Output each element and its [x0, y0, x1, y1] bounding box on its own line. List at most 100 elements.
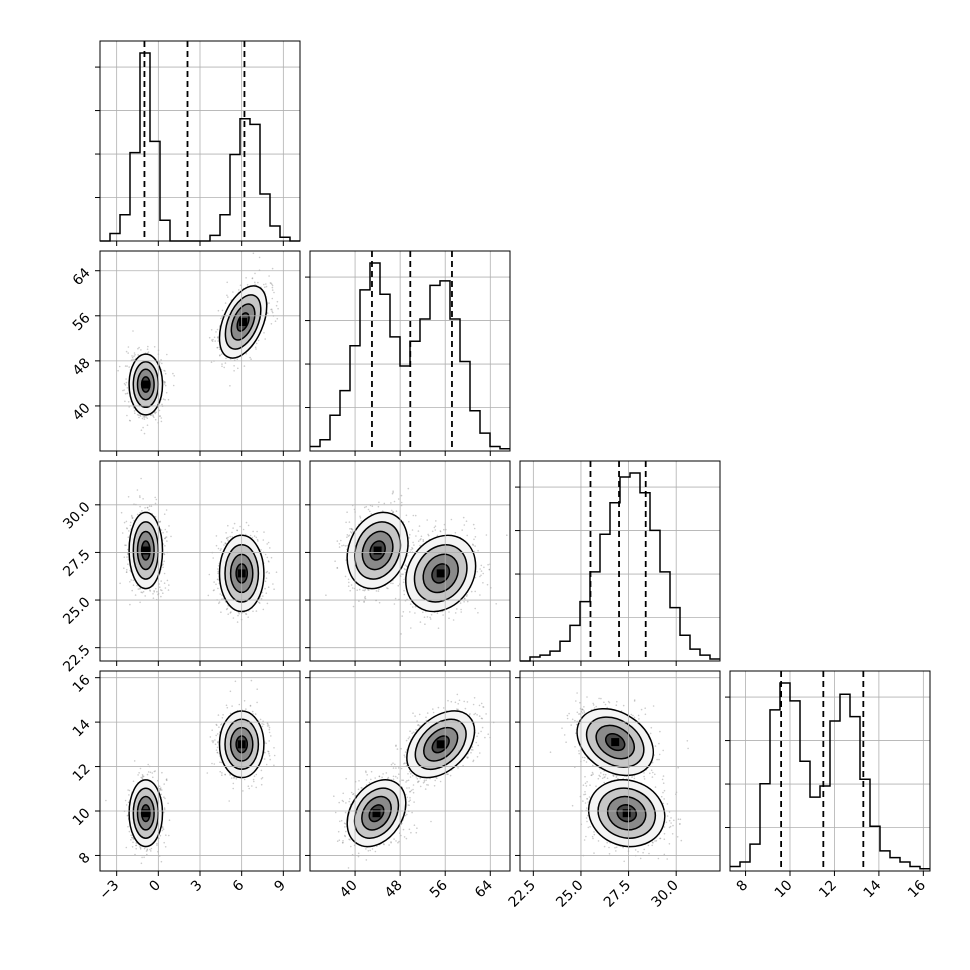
scatter-point [152, 414, 154, 416]
scatter-point [404, 564, 407, 566]
scatter-point [419, 539, 421, 541]
scatter-point [257, 339, 260, 342]
scatter-point [212, 338, 214, 341]
scatter-point [220, 611, 222, 613]
scatter-point [218, 348, 221, 351]
scatter-point [364, 595, 367, 598]
scatter-point [146, 424, 149, 427]
scatter-point [474, 607, 477, 610]
scatter-point [124, 384, 127, 386]
scatter-point [149, 590, 151, 592]
scatter-point [254, 346, 257, 349]
scatter-point [165, 391, 168, 394]
scatter-point [159, 415, 161, 418]
scatter-point [363, 506, 366, 509]
scatter-point [217, 565, 220, 567]
scatter-point [412, 606, 414, 608]
scatter-point [156, 590, 158, 593]
scatter-point [244, 533, 247, 536]
scatter-point [271, 284, 274, 287]
scatter-point [275, 304, 278, 307]
scatter-point [272, 583, 274, 585]
scatter-point [140, 429, 143, 432]
scatter-point [479, 568, 481, 570]
scatter-point [344, 575, 347, 578]
scatter-point [129, 521, 132, 524]
scatter-point [212, 589, 215, 592]
scatter-point [436, 612, 439, 614]
scatter-point [258, 601, 260, 604]
scatter-point [128, 419, 131, 422]
scatter-point [145, 416, 148, 418]
scatter-point [139, 415, 142, 417]
scatter-point [224, 542, 227, 544]
scatter-point [476, 570, 478, 573]
scatter-point [363, 589, 366, 592]
scatter-point [132, 330, 134, 332]
scatter-point [358, 588, 361, 591]
scatter-point [217, 578, 219, 580]
scatter-point [270, 323, 273, 325]
scatter-point [142, 416, 145, 418]
scatter-point [263, 332, 265, 334]
scatter-point [359, 517, 362, 519]
scatter-point [139, 588, 141, 590]
scatter-point [263, 283, 265, 286]
scatter-point [413, 544, 415, 546]
scatter-point [215, 535, 218, 537]
scatter-point [128, 366, 130, 368]
scatter-point [255, 348, 257, 350]
scatter-point [142, 498, 144, 500]
scatter-point [133, 410, 136, 412]
scatter-point [246, 284, 249, 286]
scatter-point [336, 567, 339, 569]
scatter-point [238, 289, 240, 291]
scatter-point [164, 545, 166, 547]
scatter-point [245, 277, 247, 279]
scatter-point [222, 598, 225, 600]
scatter-point [166, 353, 168, 356]
scatter-point [232, 291, 234, 293]
scatter-point [215, 544, 218, 547]
scatter-point [136, 413, 139, 416]
scatter-point [404, 568, 407, 571]
scatter-point [142, 426, 144, 429]
scatter-point [377, 505, 380, 508]
scatter-point [375, 590, 378, 592]
scatter-point [237, 614, 239, 617]
scatter-point [208, 336, 211, 339]
scatter-point [227, 613, 229, 615]
scatter-point [273, 291, 275, 294]
scatter-point [403, 589, 405, 592]
scatter-point [129, 524, 132, 527]
scatter-point [461, 529, 464, 531]
scatter-point [207, 594, 210, 597]
scatter-point [124, 544, 126, 546]
scatter-point [141, 591, 144, 594]
scatter-point [405, 565, 408, 567]
scatter-point [125, 350, 128, 353]
scatter-point [162, 531, 164, 534]
scatter-point [140, 349, 142, 351]
scatter-point [138, 416, 140, 419]
scatter-point [419, 621, 422, 623]
scatter-point [411, 548, 414, 550]
scatter-point [140, 477, 142, 480]
scatter-point [163, 380, 165, 383]
scatter-point [126, 387, 129, 389]
scatter-point [227, 296, 229, 298]
scatter-point [367, 589, 370, 591]
scatter-point [394, 597, 397, 600]
scatter-point [393, 500, 396, 503]
scatter-point [164, 399, 166, 401]
scatter-point [144, 595, 146, 597]
scatter-point [486, 583, 489, 586]
scatter-point [266, 556, 269, 559]
scatter-point [148, 509, 150, 511]
scatter-point [271, 308, 273, 311]
scatter-point [423, 616, 426, 618]
scatter-point [367, 508, 370, 511]
scatter-point [265, 283, 267, 285]
scatter-point [131, 517, 134, 519]
scatter-point [127, 553, 129, 555]
